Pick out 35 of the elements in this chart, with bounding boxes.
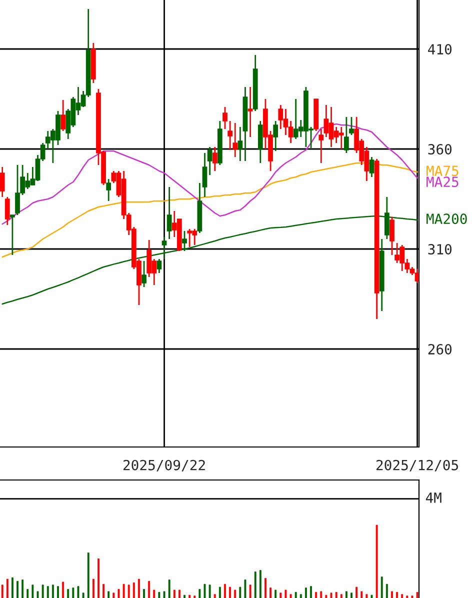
candlestick: [344, 116, 349, 154]
y-tick-label: 410: [428, 44, 452, 55]
candlestick: [238, 126, 243, 162]
y-tick-label: 260: [428, 344, 452, 355]
candlestick: [318, 128, 324, 164]
candlestick: [142, 260, 146, 288]
x-tick-label: 2025/12/05: [376, 460, 458, 472]
candlestick: [166, 186, 172, 240]
candlestick: [349, 116, 354, 136]
candlestick: [273, 120, 278, 152]
candlestick: [369, 156, 374, 178]
series-label: MA75: [426, 166, 458, 176]
candlestick: [156, 258, 162, 274]
y-tick-label: 310: [428, 244, 452, 255]
candlestick: [106, 178, 112, 202]
candlestick: [248, 86, 253, 138]
candlestick: [228, 120, 232, 151]
candlestick: [222, 106, 228, 130]
candlestick: [162, 236, 167, 260]
candlestick: [390, 216, 394, 256]
candlestick: [212, 146, 218, 172]
candlestick: [258, 120, 263, 164]
series-label: MA25: [426, 176, 458, 188]
candlestick: [0, 166, 5, 198]
candlestick: [182, 230, 187, 252]
ref-line-label: 4M: [426, 492, 442, 503]
candlestick: [10, 214, 15, 256]
candlestick: [232, 122, 238, 158]
candlestick: [207, 146, 212, 176]
x-tick-label: 2025/09/22: [123, 460, 205, 472]
candlestick: [202, 152, 208, 198]
candlestick: [4, 196, 10, 226]
y-tick-label: 360: [428, 144, 452, 155]
series-label: MA200: [426, 214, 467, 224]
candlestick: [60, 99, 66, 132]
